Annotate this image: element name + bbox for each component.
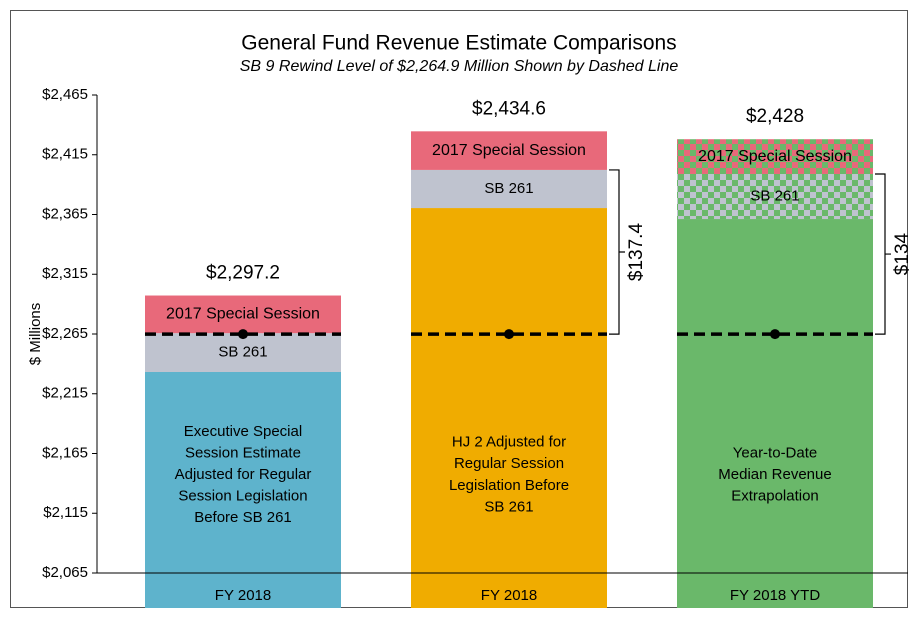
segment-label: 2017 Special Session (432, 142, 586, 159)
segment-label: Extrapolation (731, 488, 819, 505)
bar-segment (145, 295, 341, 334)
segment-label: SB 261 (218, 344, 267, 361)
total-label: $2,428 (746, 106, 804, 127)
segment-label: SB 261 (750, 187, 799, 204)
segment-label: SB 261 (484, 180, 533, 197)
y-tick-label: $2,265 (42, 325, 88, 342)
segment-label: 2017 Special Session (698, 148, 852, 165)
category-strip (677, 573, 873, 608)
y-tick-label: $2,165 (42, 444, 88, 461)
bracket-label: $137.4 (626, 223, 647, 282)
segment-label: SB 261 (484, 498, 533, 515)
segment-label: Executive Special (184, 423, 302, 440)
total-label: $2,297.2 (206, 263, 280, 284)
reference-dot (770, 329, 780, 340)
reference-dot (238, 329, 248, 340)
bracket (609, 169, 625, 335)
y-tick-label: $2,465 (42, 86, 88, 103)
y-tick-label: $2,215 (42, 385, 88, 402)
bar-segment (411, 131, 607, 170)
bracket-label: $134 (892, 232, 913, 275)
bracket (875, 173, 891, 335)
category-strip (145, 573, 341, 608)
segment-label: Regular Session (454, 455, 564, 472)
x-tick-label: FY 2018 (481, 587, 537, 604)
category-strip (411, 573, 607, 608)
segment-label: 2017 Special Session (166, 306, 320, 323)
bar-segment (677, 173, 873, 220)
x-tick-label: FY 2018 (215, 587, 271, 604)
segment-label: HJ 2 Adjusted for (452, 434, 566, 451)
y-tick-label: $2,315 (42, 265, 88, 282)
chart-title: General Fund Revenue Estimate Comparison… (241, 32, 676, 55)
segment-label: Legislation Before (449, 477, 569, 494)
bar-segment (411, 208, 607, 573)
y-axis-label: $ Millions (27, 303, 44, 366)
bar-segment (677, 139, 873, 174)
segment-label: Median Revenue (718, 466, 831, 483)
y-tick-label: $2,115 (43, 504, 88, 521)
reference-dot (504, 329, 514, 340)
segment-label: Session Legislation (178, 488, 307, 505)
y-tick-label: $2,365 (42, 205, 88, 222)
x-tick-label: FY 2018 YTD (730, 587, 820, 604)
segment-label: Adjusted for Regular (175, 466, 312, 483)
segment-label: Before SB 261 (194, 509, 292, 526)
chart-subtitle: SB 9 Rewind Level of $2,264.9 Million Sh… (240, 58, 679, 75)
segment-label: Year-to-Date (733, 444, 818, 461)
bar-segment (677, 219, 873, 573)
bar-segment (145, 372, 341, 573)
bar-segment (145, 333, 341, 373)
total-label: $2,434.6 (472, 98, 546, 119)
segment-label: Session Estimate (185, 444, 301, 461)
y-tick-label: $2,065 (42, 564, 88, 581)
y-tick-label: $2,415 (42, 146, 88, 163)
bar-segment (411, 169, 607, 209)
